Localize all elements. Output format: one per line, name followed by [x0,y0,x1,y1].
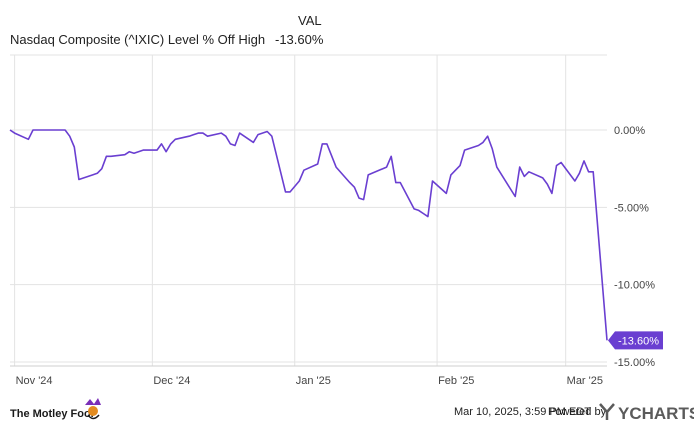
x-tick-label: Nov '24 [16,375,53,387]
y-tick-label: -5.00% [614,202,649,214]
y-tick-label: 0.00% [614,125,645,137]
x-tick-label: Feb '25 [438,375,474,387]
y-tick-label: -10.00% [614,280,655,292]
series-line [9,129,608,341]
motley-fool-logo-text: The Motley Fool [10,408,94,420]
ycharts-logo: YCHARTS [599,403,694,423]
end-value-badge [608,331,663,350]
x-tick-label: Dec '24 [153,375,190,387]
value-column-header: VAL [298,13,322,28]
y-tick-label: -15.00% [614,357,655,369]
powered-by-label: Powered by [548,406,607,418]
timestamp: Mar 10, 2025, 3:59 PM EDT [454,406,591,418]
ycharts-logo-text: YCHARTS [618,404,694,423]
series-legend-value: -13.60% [275,32,324,47]
motley-fool-logo: The Motley Fool [10,398,101,420]
end-value-label: -13.60% [618,335,659,347]
x-tick-label: Mar '25 [567,375,603,387]
series-legend-label: Nasdaq Composite (^IXIC) Level % Off Hig… [10,32,266,47]
x-tick-label: Jan '25 [296,375,331,387]
